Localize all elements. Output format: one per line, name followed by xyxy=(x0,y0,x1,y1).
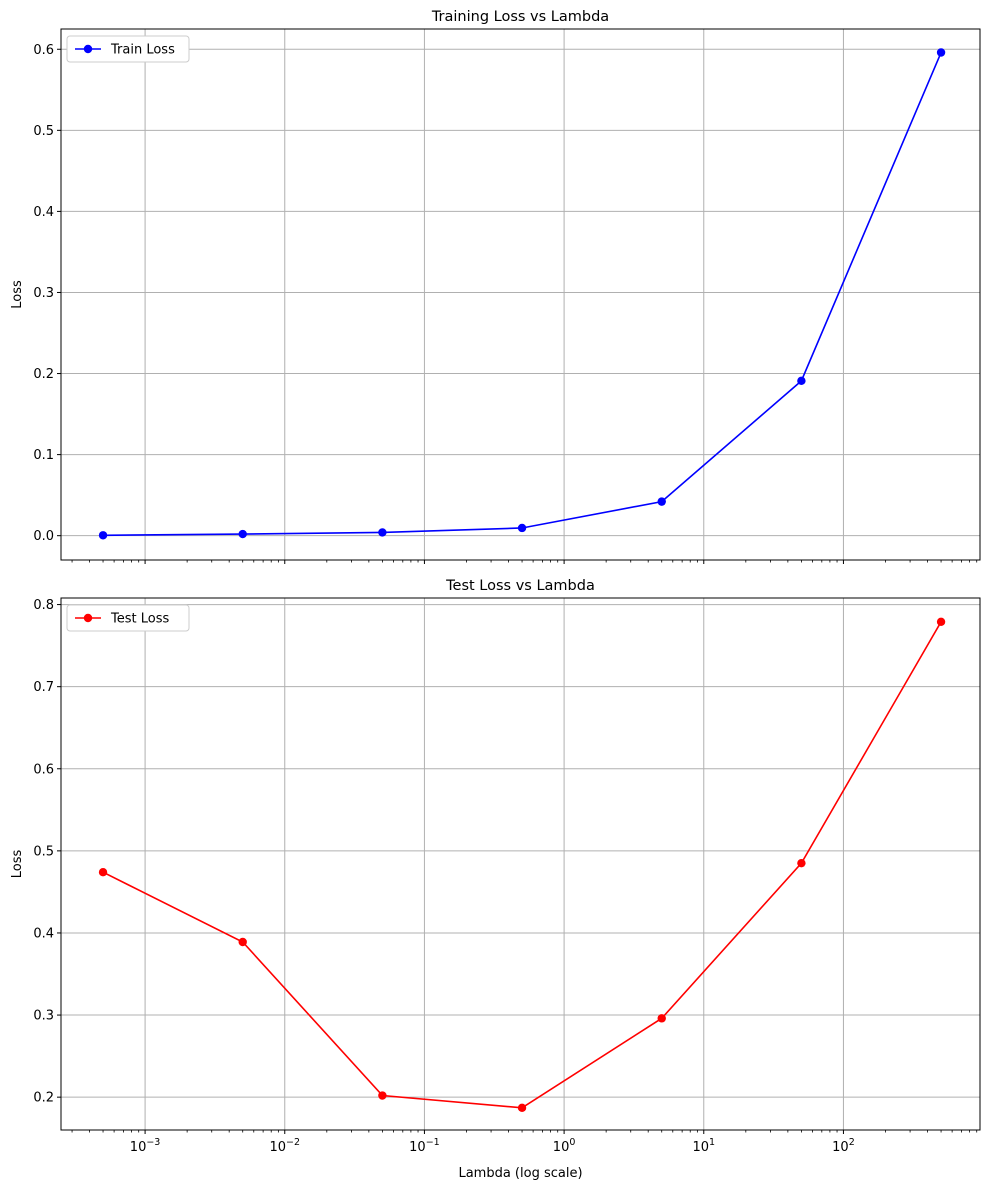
data-point xyxy=(517,523,527,533)
y-tick-label: 0.2 xyxy=(33,1091,54,1106)
data-point xyxy=(936,617,946,627)
y-tick-label: 0.1 xyxy=(33,448,54,463)
y-axis-label: Loss xyxy=(10,850,25,879)
y-tick-label: 0.5 xyxy=(33,124,54,139)
legend: Test Loss xyxy=(66,604,190,632)
legend-frame xyxy=(66,35,190,63)
data-point xyxy=(657,1014,666,1023)
y-tick-label: 0.5 xyxy=(33,844,54,859)
legend-marker xyxy=(83,44,93,54)
x-tick-label: 102 xyxy=(832,1137,855,1155)
y-tick-label: 0.6 xyxy=(33,762,54,777)
chart-panel-2: 0.2 0.3 0.4 0.5 0.6 0.7 0.8 10−3 10−2 10−1 100 101 1… xyxy=(10,578,981,1181)
axes-frame xyxy=(60,597,981,1131)
y-tick-label: 0.2 xyxy=(33,367,54,382)
y-axis-label: Loss xyxy=(10,280,25,309)
chart-title: Training Loss vs Lambda xyxy=(431,9,609,25)
data-point xyxy=(378,1091,387,1100)
series-line-1 xyxy=(102,621,942,1109)
data-point xyxy=(936,48,946,57)
data-point xyxy=(238,529,247,539)
chart-title: Test Loss vs Lambda xyxy=(445,578,595,594)
data-point xyxy=(98,868,108,877)
chart-panel-1: 0.0 0.1 0.2 0.3 0.4 0.5 0.6 Training Loss vs La… xyxy=(10,9,981,564)
y-tick-label: 0.7 xyxy=(33,680,54,695)
x-tick-label: 10−3 xyxy=(130,1137,161,1155)
y-tick-label: 0.3 xyxy=(33,1009,54,1024)
x-tick-label: 100 xyxy=(553,1137,576,1155)
series-line-1 xyxy=(103,52,942,537)
axes-frame xyxy=(60,28,981,561)
data-point xyxy=(238,937,247,947)
legend-label: Train Loss xyxy=(110,43,175,58)
x-tick-label: 10−1 xyxy=(409,1137,440,1155)
y-tick-label: 0.8 xyxy=(33,598,54,613)
y-tick-label: 0.3 xyxy=(33,286,54,301)
data-point xyxy=(797,376,806,386)
y-tick-label: 0.0 xyxy=(33,529,54,544)
data-point xyxy=(797,858,806,868)
x-tick-label: 10−2 xyxy=(269,1137,300,1155)
data-point xyxy=(378,528,387,537)
data-point xyxy=(98,531,108,540)
legend-label: Test Loss xyxy=(110,612,169,627)
y-tick-label: 0.4 xyxy=(33,926,54,941)
y-tick-label: 0.6 xyxy=(33,43,54,58)
y-tick-label: 0.4 xyxy=(33,205,54,220)
legend-frame xyxy=(66,604,190,632)
x-tick-label: 101 xyxy=(692,1137,715,1155)
data-point xyxy=(657,497,666,506)
x-axis-label: Lambda (log scale) xyxy=(458,1166,582,1181)
data-point xyxy=(517,1103,527,1113)
legend-marker xyxy=(83,613,93,623)
legend: Train Loss xyxy=(66,35,190,63)
